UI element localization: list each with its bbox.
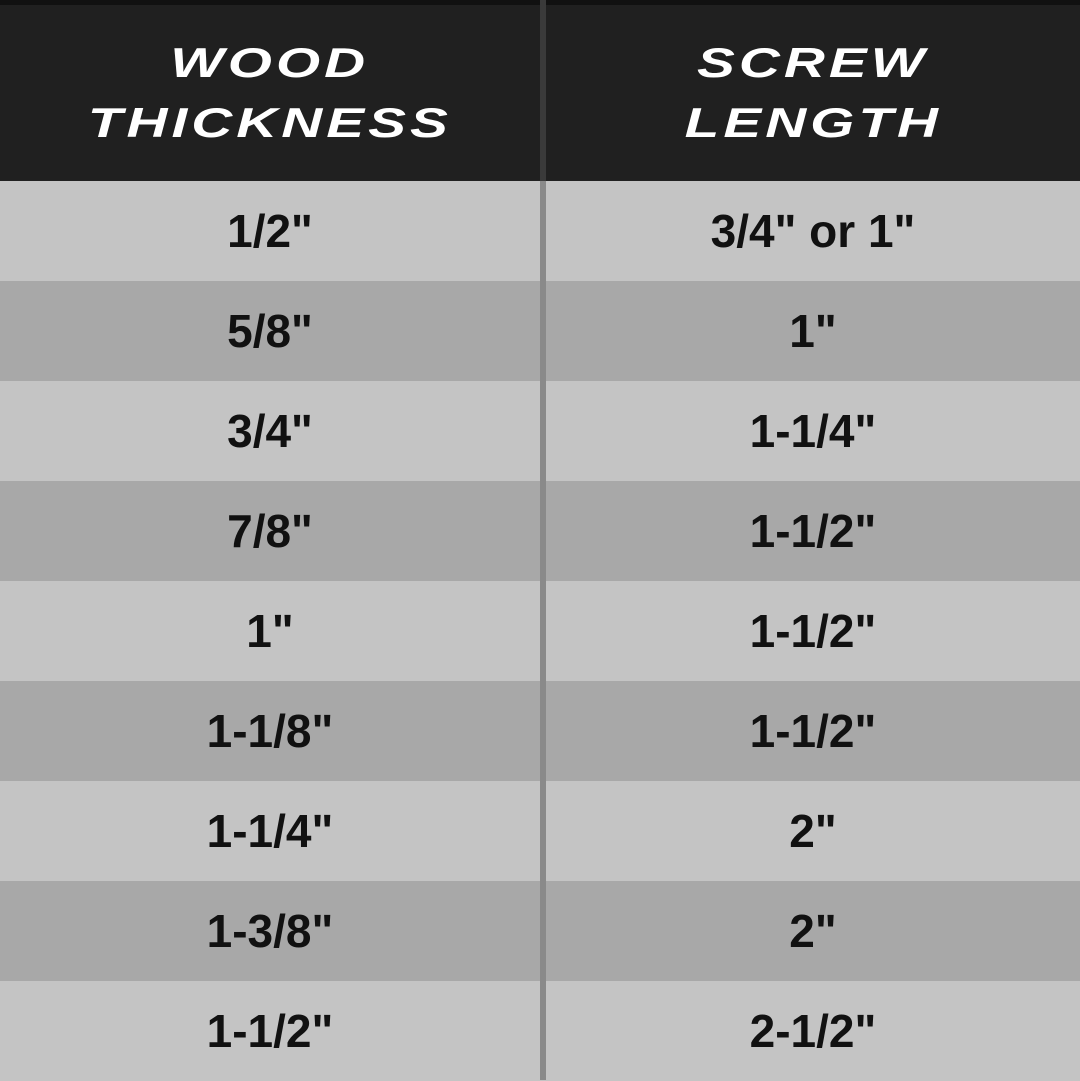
cell-screw-length: 1-1/4" bbox=[749, 405, 877, 457]
cell-wood-thickness: 7/8" bbox=[227, 505, 313, 557]
cell-wood-thickness: 3/4" bbox=[227, 405, 313, 457]
header-screw-length: SCREW LENGTH bbox=[546, 5, 1080, 181]
header-text: SCREW bbox=[697, 39, 929, 86]
cell-screw-length: 1-1/2" bbox=[749, 505, 877, 557]
header-wood-thickness: WOOD THICKNESS bbox=[0, 5, 540, 181]
header-text: THICKNESS bbox=[87, 99, 453, 146]
header-column-divider bbox=[540, 0, 546, 181]
cell-screw-length: 1-1/2" bbox=[749, 705, 877, 757]
cell-screw-length: 2-1/2" bbox=[749, 1005, 877, 1057]
cell-screw-length: 2" bbox=[789, 905, 837, 957]
cell-wood-thickness: 1" bbox=[246, 605, 294, 657]
cell-wood-thickness: 1-1/8" bbox=[206, 705, 334, 757]
cell-wood-thickness: 1-1/4" bbox=[206, 805, 334, 857]
column-divider bbox=[540, 0, 546, 1080]
header-text: WOOD bbox=[170, 39, 370, 86]
cell-wood-thickness: 1-3/8" bbox=[206, 905, 334, 957]
cell-wood-thickness: 1-1/2" bbox=[206, 1005, 334, 1057]
header-text: LENGTH bbox=[684, 99, 942, 146]
cell-screw-length: 1-1/2" bbox=[749, 605, 877, 657]
cell-screw-length: 3/4" or 1" bbox=[710, 205, 916, 257]
cell-wood-thickness: 5/8" bbox=[227, 305, 313, 357]
cell-wood-thickness: 1/2" bbox=[227, 205, 313, 257]
cell-screw-length: 2" bbox=[789, 805, 837, 857]
cell-screw-length: 1" bbox=[789, 305, 837, 357]
